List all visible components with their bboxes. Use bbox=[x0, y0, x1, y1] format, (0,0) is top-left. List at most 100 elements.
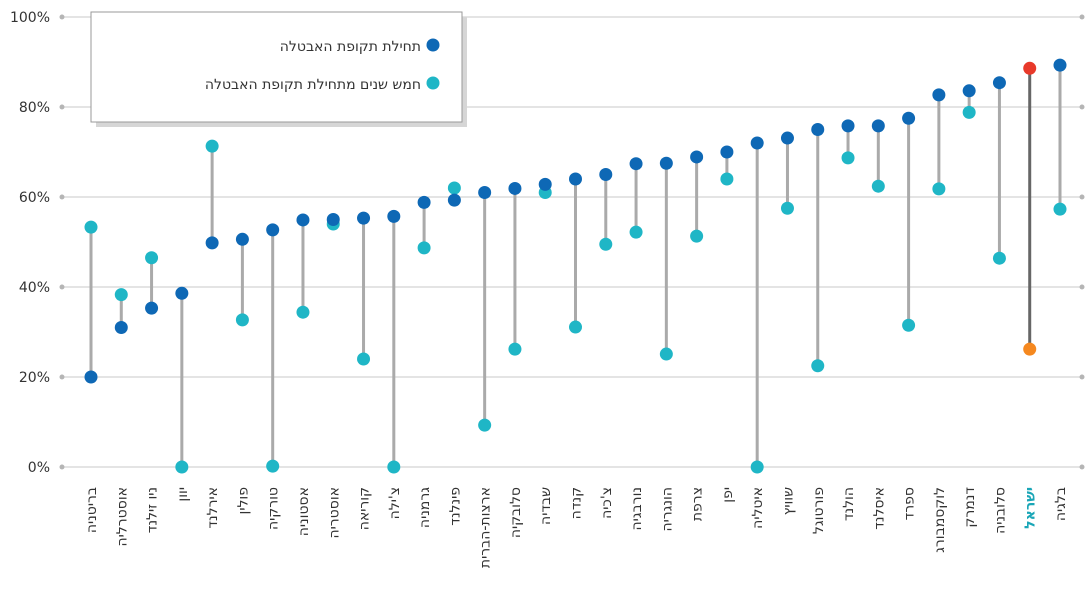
dot-after bbox=[992, 251, 1006, 265]
dot-start bbox=[841, 119, 855, 133]
x-tick-label: איסלנד bbox=[871, 487, 887, 530]
grid-end bbox=[1079, 464, 1085, 470]
y-tick-label: 100% bbox=[10, 10, 50, 26]
dot-start bbox=[175, 286, 189, 300]
x-tick-label: פורטוגל bbox=[811, 487, 827, 534]
grid-end bbox=[1079, 374, 1085, 380]
dot-after bbox=[902, 318, 916, 332]
dot-after bbox=[84, 220, 98, 234]
dot-start bbox=[205, 236, 219, 250]
legend-label: חמש שנים מתחילת תקופת האבטלה bbox=[205, 77, 421, 93]
dot-after bbox=[569, 320, 582, 334]
dot-start bbox=[326, 213, 340, 226]
dot-start bbox=[417, 195, 431, 209]
dot-after bbox=[690, 229, 704, 243]
y-tick-label: 80% bbox=[19, 100, 50, 116]
grid-end bbox=[1079, 284, 1085, 290]
grid-end bbox=[1079, 14, 1085, 20]
x-tick-label: צ'ילה bbox=[387, 487, 403, 519]
x-tick-label: לוקסמבורג bbox=[932, 487, 948, 553]
grid-end bbox=[59, 464, 65, 470]
dot-after bbox=[205, 139, 219, 153]
x-tick-label: צרפת bbox=[690, 487, 706, 521]
dot-after bbox=[1053, 202, 1067, 216]
dot-after bbox=[599, 237, 613, 251]
legend-label: תחילת תקופת האבטלה bbox=[280, 39, 421, 55]
dot-start bbox=[84, 370, 98, 384]
dot-after bbox=[962, 105, 976, 119]
dot-start bbox=[447, 193, 461, 207]
dot-start bbox=[599, 168, 613, 181]
x-tick-label: ניו זילנד bbox=[145, 487, 161, 533]
x-tick-label: אירלנד bbox=[205, 487, 221, 529]
dot-start bbox=[1053, 58, 1067, 72]
legend: תחילת תקופת האבטלה חמש שנים מתחילת תקופת … bbox=[90, 11, 467, 127]
dot-start bbox=[750, 136, 764, 150]
dot-start bbox=[235, 232, 249, 246]
x-tick-label: יפן bbox=[720, 487, 736, 503]
x-tick-label: ארצות-הברית bbox=[478, 487, 494, 568]
dot-after bbox=[235, 313, 249, 327]
dot-start bbox=[629, 157, 643, 171]
x-tick-label: פולין bbox=[235, 487, 251, 514]
x-tick-label: שוויץ bbox=[780, 487, 796, 515]
dot-after bbox=[780, 201, 794, 215]
dot-start bbox=[659, 156, 673, 170]
grid-end bbox=[1079, 194, 1085, 200]
dot-after bbox=[175, 460, 189, 474]
dot-start bbox=[780, 131, 794, 145]
x-tick-label: גרמניה bbox=[417, 487, 433, 528]
dot-after bbox=[296, 305, 310, 319]
dot-after bbox=[1023, 342, 1037, 356]
x-tick-label: אסטוניה bbox=[296, 487, 312, 536]
dot-after bbox=[659, 347, 673, 361]
dot-start bbox=[690, 150, 704, 164]
grid-end bbox=[59, 104, 65, 110]
dot-after bbox=[417, 241, 431, 255]
dot-start bbox=[145, 301, 159, 315]
dot-start bbox=[266, 223, 280, 237]
dot-after bbox=[871, 179, 885, 193]
dot-after bbox=[114, 288, 128, 302]
y-tick-label: 0% bbox=[28, 460, 50, 476]
y-tick-label: 60% bbox=[19, 190, 50, 206]
dot-start bbox=[992, 76, 1006, 90]
dot-start bbox=[357, 211, 371, 225]
x-tick-label: ישראל bbox=[1023, 487, 1039, 529]
x-tick-label: קוריאה bbox=[357, 487, 373, 530]
dot-after bbox=[145, 251, 159, 265]
dot-after bbox=[629, 225, 643, 239]
x-tick-label: נורבגיה bbox=[629, 487, 645, 530]
dot-after bbox=[932, 182, 946, 196]
dot-start bbox=[962, 84, 976, 98]
dot-start bbox=[387, 209, 401, 223]
x-tick-label: פינלנד bbox=[447, 487, 463, 526]
dot-start bbox=[569, 172, 582, 186]
dot-start bbox=[720, 145, 734, 159]
x-tick-label: אוסטריה bbox=[326, 487, 342, 539]
dot-start bbox=[811, 123, 825, 136]
grid-end bbox=[59, 194, 65, 200]
x-tick-label: צ'כיה bbox=[599, 487, 615, 519]
dot-start bbox=[871, 119, 885, 133]
x-tick-label: בריטניה bbox=[84, 487, 100, 533]
dot-after bbox=[478, 418, 492, 432]
dot-start bbox=[296, 213, 310, 227]
x-tick-label: סלובקיה bbox=[508, 487, 524, 538]
grid-end bbox=[1079, 104, 1085, 110]
x-tick-label: הולנד bbox=[841, 487, 857, 521]
x-tick-label: שבדיה bbox=[538, 487, 554, 525]
x-tick-label: אוסטרליה bbox=[114, 487, 130, 546]
dot-after bbox=[357, 352, 371, 366]
dot-after bbox=[387, 460, 401, 474]
dot-after bbox=[508, 342, 522, 356]
grid-end bbox=[59, 374, 65, 380]
x-tick-label: יוון bbox=[175, 487, 191, 502]
y-tick-label: 40% bbox=[19, 280, 50, 296]
x-tick-label: ספרד bbox=[902, 487, 918, 520]
dot-after bbox=[811, 359, 825, 373]
legend-box bbox=[90, 11, 463, 123]
dot-start bbox=[114, 321, 128, 334]
dot-start bbox=[508, 181, 522, 195]
